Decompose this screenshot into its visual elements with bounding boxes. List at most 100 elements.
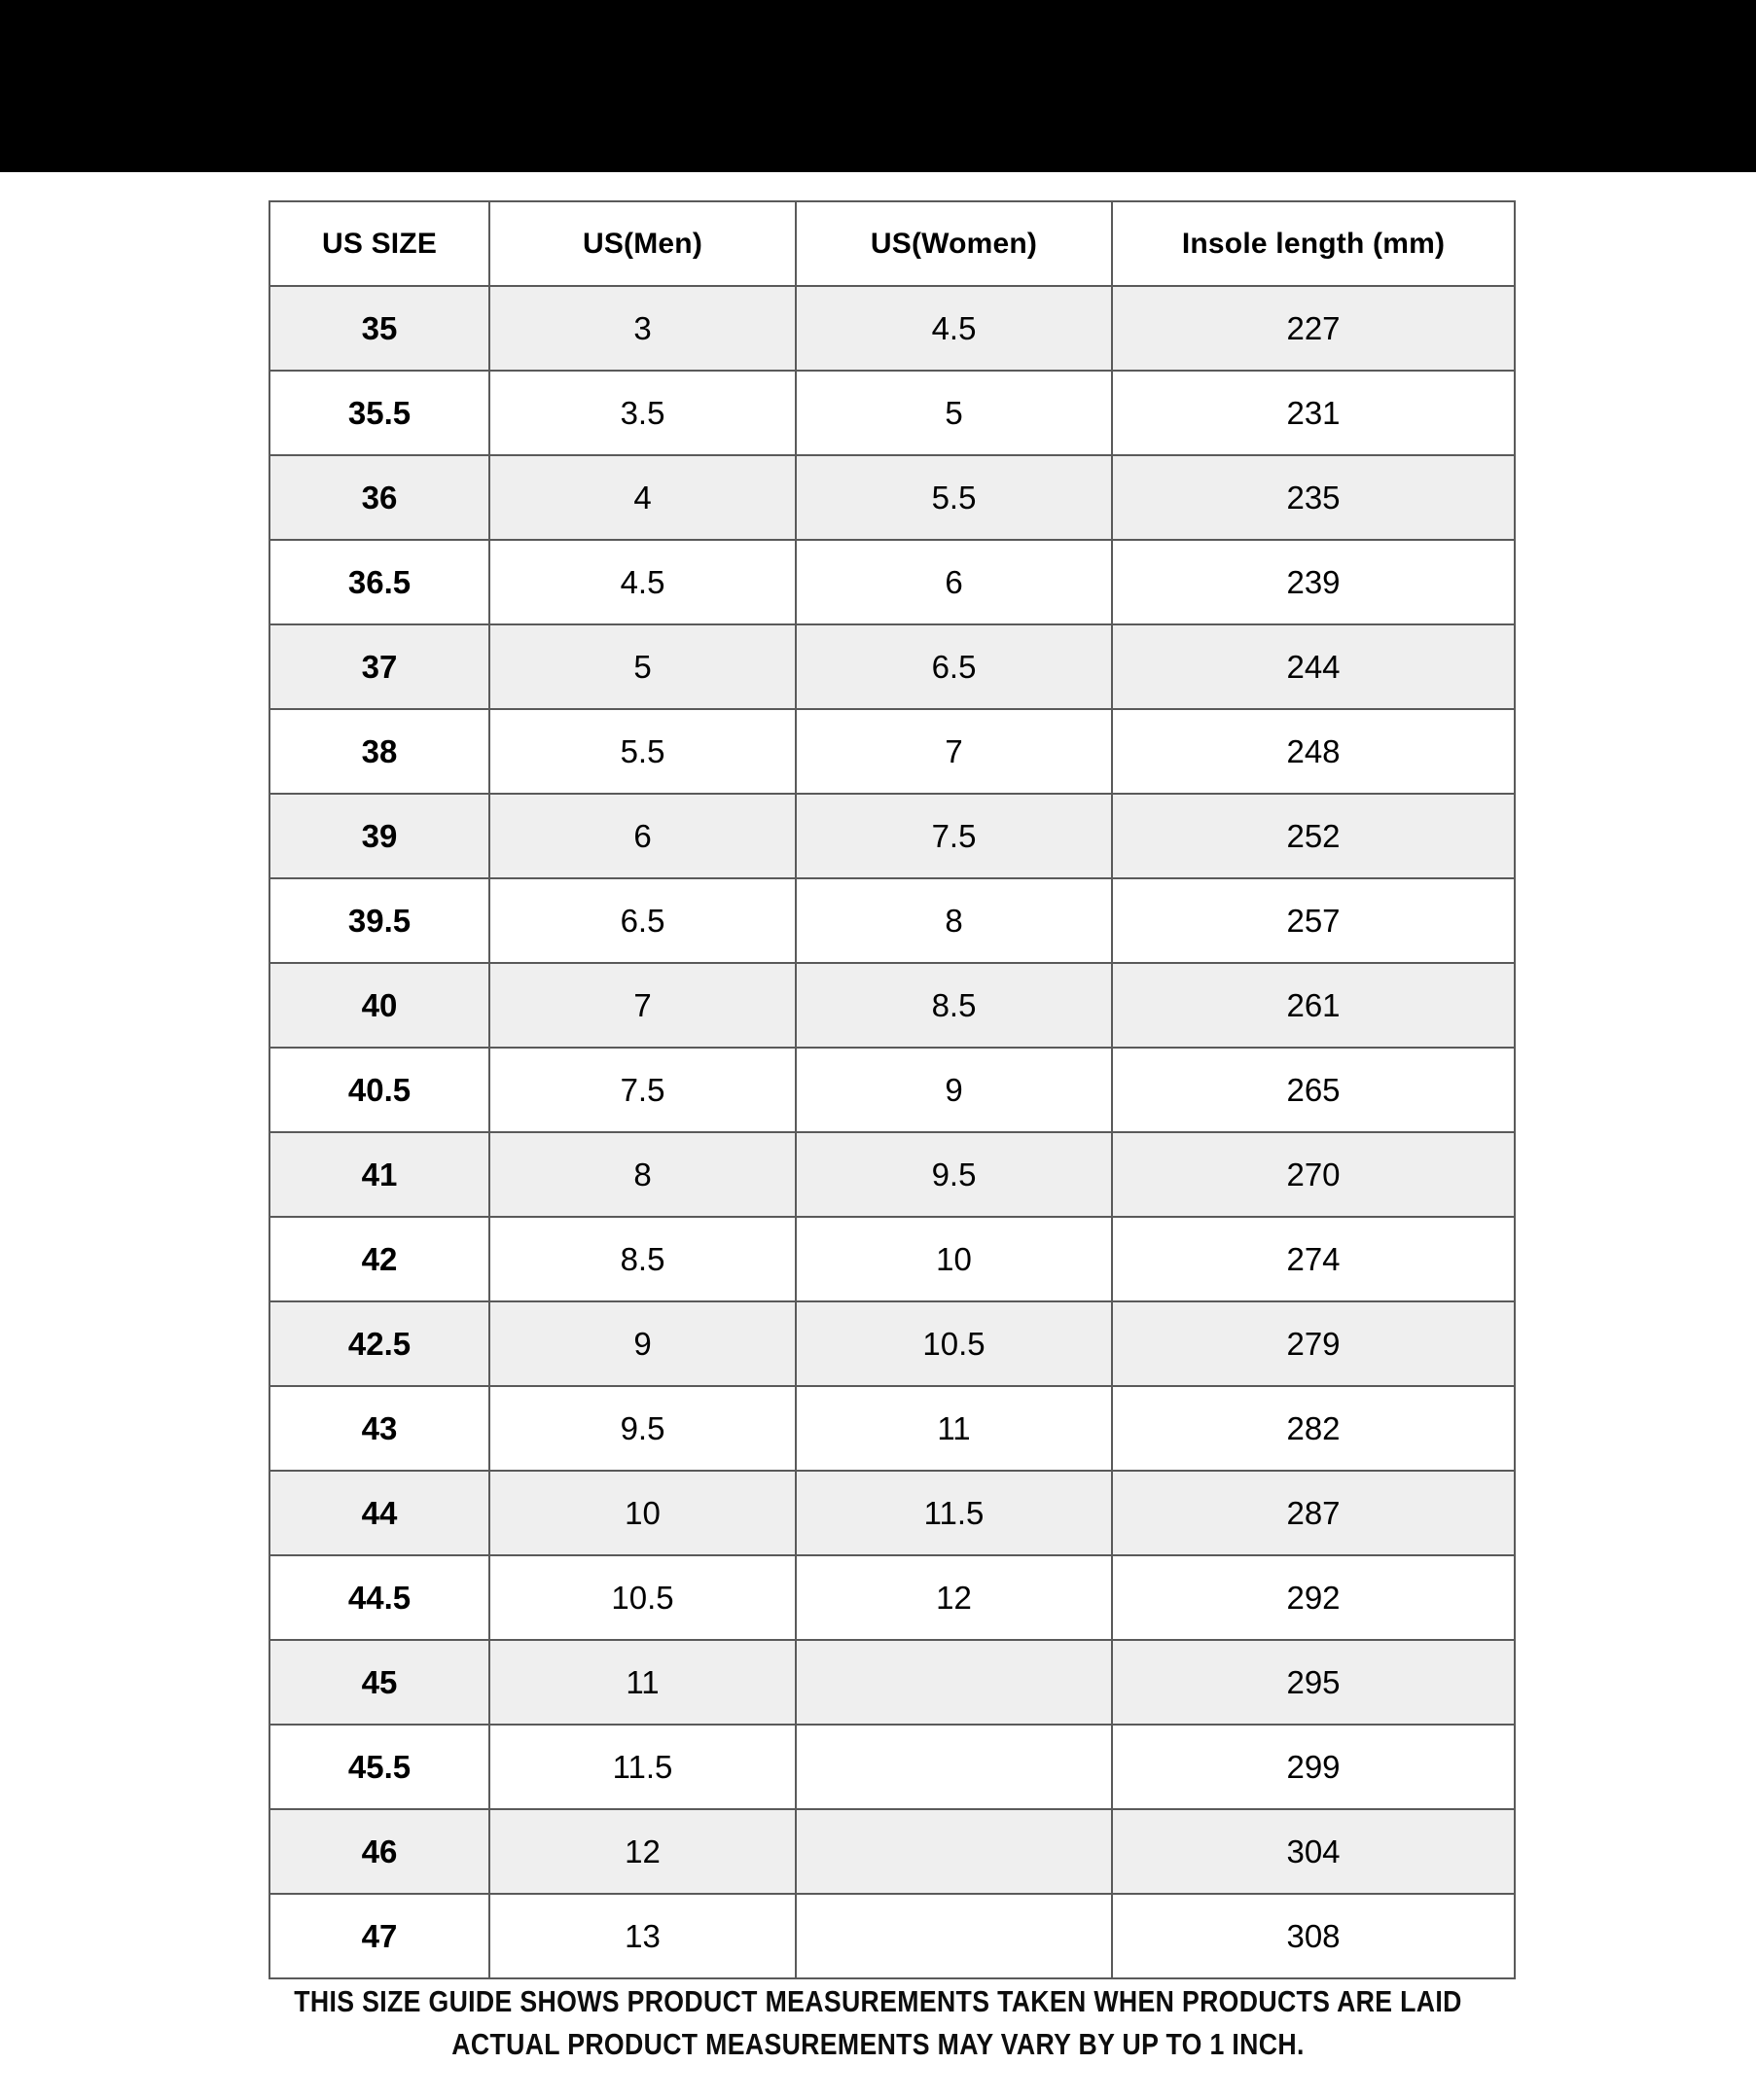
footer-line-2: ACTUAL PRODUCT MEASUREMENTS MAY VARY BY … [451,2027,1305,2061]
cell-us_men: 4 [488,454,797,541]
column-header-us-size: US SIZE [269,200,490,287]
cell-us_size: 39.5 [269,877,490,964]
cell-us_women: 9 [795,1047,1113,1133]
cell-insole_mm: 231 [1111,370,1516,456]
cell-insole_mm: 287 [1111,1470,1516,1556]
cell-insole_mm: 299 [1111,1724,1516,1810]
cell-insole_mm: 261 [1111,962,1516,1049]
table-row: 42 8.5 10 274 [269,1216,1516,1302]
cell-us_size: 37 [269,623,490,710]
cell-us_men: 3 [488,285,797,372]
cell-insole_mm: 274 [1111,1216,1516,1302]
cell-us_women: 4.5 [795,285,1113,372]
cell-us_size: 44 [269,1470,490,1556]
cell-us_women: 10 [795,1216,1113,1302]
size-chart-container: US SIZE US(Men) US(Women) Insole length … [269,200,1516,1979]
cell-insole_mm: 265 [1111,1047,1516,1133]
table-row: 35.5 3.5 5 231 [269,370,1516,456]
table-row: 39.5 6.5 8 257 [269,877,1516,964]
cell-us_men: 8.5 [488,1216,797,1302]
cell-insole_mm: 295 [1111,1639,1516,1726]
cell-us_size: 38 [269,708,490,795]
cell-us_women: 6 [795,539,1113,625]
cell-us_size: 45 [269,1639,490,1726]
cell-us_women: 5.5 [795,454,1113,541]
cell-us_women [795,1808,1113,1895]
table-row: 38 5.5 7 248 [269,708,1516,795]
cell-us_size: 36.5 [269,539,490,625]
cell-insole_mm: 282 [1111,1385,1516,1472]
cell-us_size: 44.5 [269,1554,490,1641]
table-row: 44.5 10.5 12 292 [269,1554,1516,1641]
cell-us_men: 10.5 [488,1554,797,1641]
cell-us_men: 12 [488,1808,797,1895]
table-row: 47 13 308 [269,1893,1516,1979]
table-row: 40 7 8.5 261 [269,962,1516,1049]
cell-us_men: 6.5 [488,877,797,964]
shoe-size-conversion-table: US SIZE US(Men) US(Women) Insole length … [269,200,1516,1979]
footer-disclaimer: THIS SIZE GUIDE SHOWS PRODUCT MEASUREMEN… [123,1980,1632,2066]
cell-insole_mm: 257 [1111,877,1516,964]
cell-us_men: 11.5 [488,1724,797,1810]
cell-us_men: 9 [488,1300,797,1387]
cell-us_women: 7 [795,708,1113,795]
table-row: 39 6 7.5 252 [269,793,1516,879]
cell-insole_mm: 304 [1111,1808,1516,1895]
cell-us_men: 5.5 [488,708,797,795]
cell-us_men: 7 [488,962,797,1049]
table-row: 42.5 9 10.5 279 [269,1300,1516,1387]
cell-insole_mm: 235 [1111,454,1516,541]
table-body: 35 3 4.5 227 35.5 3.5 5 231 36 4 5.5 235 36.5 4.5 6 239… [269,285,1516,1979]
cell-us_size: 40.5 [269,1047,490,1133]
cell-us_men: 3.5 [488,370,797,456]
cell-us_women: 10.5 [795,1300,1113,1387]
table-row: 45.5 11.5 299 [269,1724,1516,1810]
footer-line-1: THIS SIZE GUIDE SHOWS PRODUCT MEASUREMEN… [294,1984,1462,2018]
table-header-row: US SIZE US(Men) US(Women) Insole length … [269,200,1516,287]
cell-insole_mm: 244 [1111,623,1516,710]
cell-insole_mm: 239 [1111,539,1516,625]
table-row: 35 3 4.5 227 [269,285,1516,372]
cell-us_women: 7.5 [795,793,1113,879]
cell-us_size: 43 [269,1385,490,1472]
cell-us_size: 39 [269,793,490,879]
cell-us_size: 40 [269,962,490,1049]
cell-insole_mm: 248 [1111,708,1516,795]
cell-us_women: 11.5 [795,1470,1113,1556]
cell-us_men: 7.5 [488,1047,797,1133]
cell-us_men: 5 [488,623,797,710]
cell-us_size: 45.5 [269,1724,490,1810]
table-header: US SIZE US(Men) US(Women) Insole length … [269,200,1516,287]
table-row: 46 12 304 [269,1808,1516,1895]
cell-us_women [795,1893,1113,1979]
cell-insole_mm: 227 [1111,285,1516,372]
cell-us_size: 47 [269,1893,490,1979]
cell-us_women: 5 [795,370,1113,456]
cell-us_size: 41 [269,1131,490,1218]
cell-insole_mm: 270 [1111,1131,1516,1218]
column-header-insole: Insole length (mm) [1111,200,1516,287]
cell-us_men: 11 [488,1639,797,1726]
cell-us_men: 4.5 [488,539,797,625]
cell-us_women: 8.5 [795,962,1113,1049]
cell-us_size: 35.5 [269,370,490,456]
cell-us_women [795,1639,1113,1726]
cell-us_women: 11 [795,1385,1113,1472]
cell-us_size: 46 [269,1808,490,1895]
table-row: 37 5 6.5 244 [269,623,1516,710]
cell-us_size: 42.5 [269,1300,490,1387]
cell-us_men: 6 [488,793,797,879]
cell-insole_mm: 279 [1111,1300,1516,1387]
table-row: 45 11 295 [269,1639,1516,1726]
cell-us_women: 8 [795,877,1113,964]
cell-us_size: 36 [269,454,490,541]
top-black-band [0,0,1756,172]
table-row: 36.5 4.5 6 239 [269,539,1516,625]
cell-us_women: 12 [795,1554,1113,1641]
cell-insole_mm: 252 [1111,793,1516,879]
cell-us_women [795,1724,1113,1810]
table-row: 40.5 7.5 9 265 [269,1047,1516,1133]
cell-us_size: 35 [269,285,490,372]
table-row: 43 9.5 11 282 [269,1385,1516,1472]
column-header-us-women: US(Women) [795,200,1113,287]
